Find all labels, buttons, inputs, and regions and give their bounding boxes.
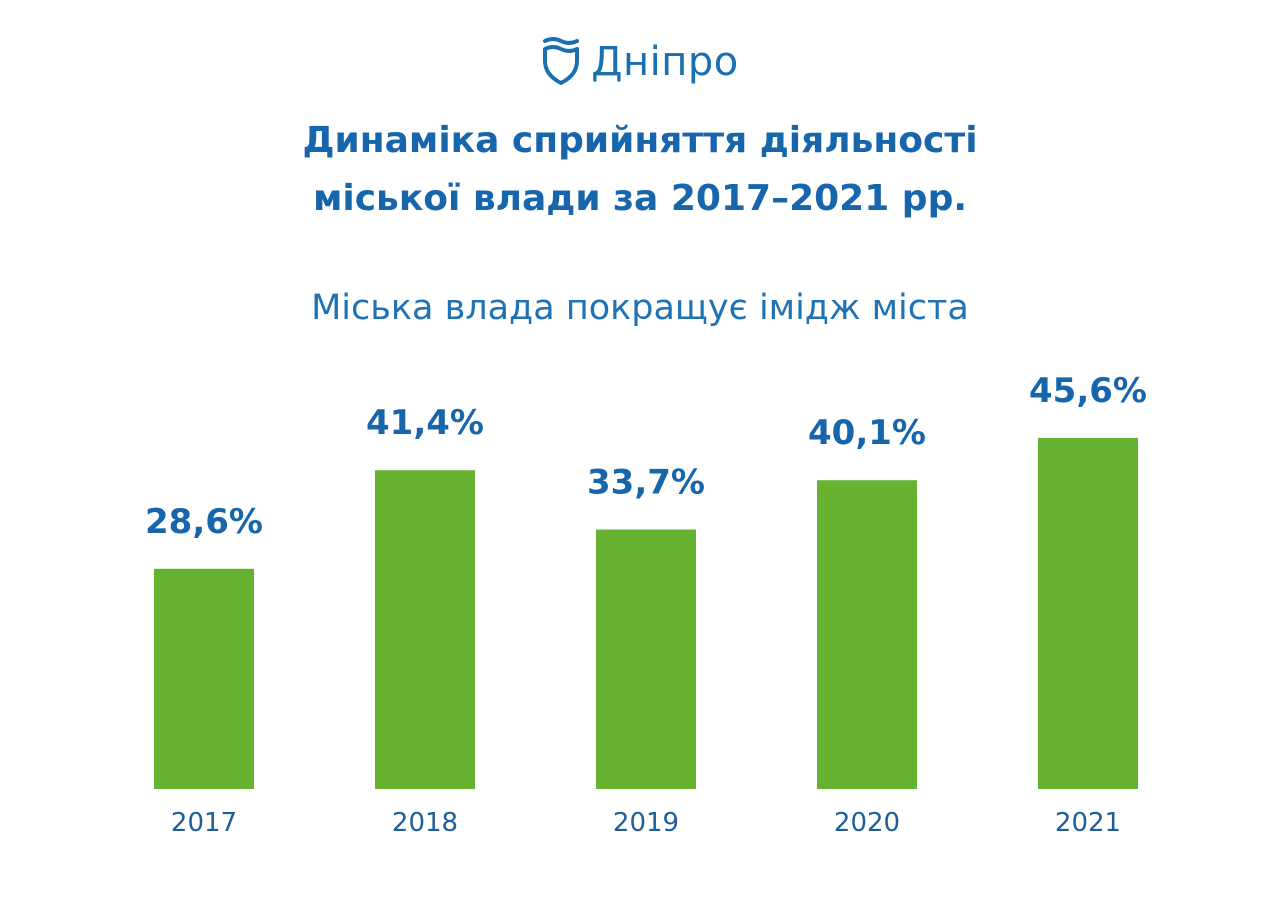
value-label-2020: 40,1% xyxy=(808,413,926,453)
x-tick-label-2017: 2017 xyxy=(171,808,237,838)
value-label-2017: 28,6% xyxy=(145,502,263,542)
page-title: Динаміка сприйняття діяльності міської в… xyxy=(0,112,1280,228)
bar-2018 xyxy=(375,470,475,789)
x-tick-label-2018: 2018 xyxy=(392,808,458,838)
chart-subtitle: Міська влада покращує імідж міста xyxy=(311,288,969,328)
page-title-line-2: міської влади за 2017–2021 рр. xyxy=(312,178,968,219)
x-tick-label-2020: 2020 xyxy=(834,808,900,838)
page-title-line-1: Динаміка сприйняття діяльності xyxy=(302,120,978,161)
shield-wave-icon xyxy=(543,37,580,85)
bar-2019 xyxy=(596,529,696,789)
value-label-2019: 33,7% xyxy=(587,463,705,503)
value-label-2018: 41,4% xyxy=(366,403,484,443)
x-tick-label-2021: 2021 xyxy=(1055,808,1121,838)
x-tick-label-2019: 2019 xyxy=(613,808,679,838)
value-label-2021: 45,6% xyxy=(1029,371,1147,411)
bar-2017 xyxy=(154,568,254,789)
bar-2020 xyxy=(817,480,917,789)
city-logo: Дніпро xyxy=(0,30,1280,94)
logo-text: Дніпро xyxy=(591,39,739,85)
bar-2021 xyxy=(1038,437,1138,789)
